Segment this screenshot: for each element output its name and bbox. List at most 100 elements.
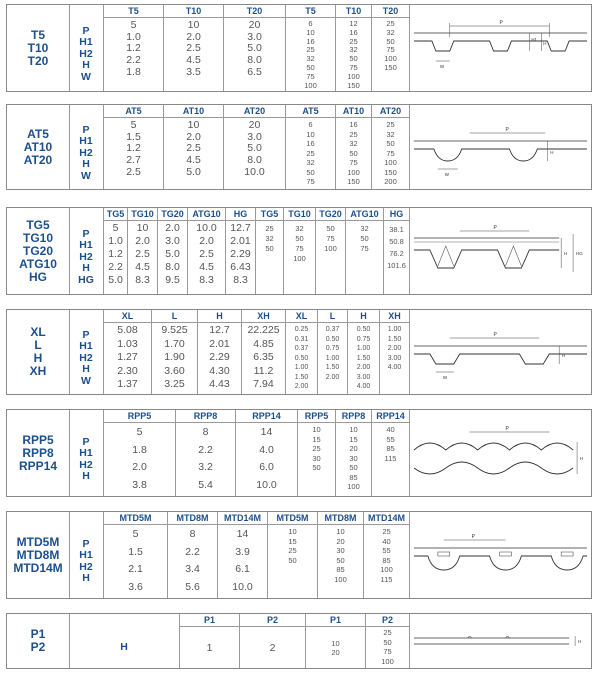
cell-value: 5 xyxy=(130,19,137,31)
cell-value: 5.0 xyxy=(108,274,123,286)
dim-label: H2 xyxy=(79,351,93,364)
dim-label: P xyxy=(82,227,90,240)
column-header: XH xyxy=(379,310,409,323)
value-column: 5 1.0 1.2 2.2 5.0 xyxy=(103,221,127,294)
column-header: XL xyxy=(285,310,317,323)
cell-value: 5.0 xyxy=(165,248,180,260)
cell-value: 20 xyxy=(248,19,261,31)
value-column: 12.7 2.01 2.29 4.30 4.43 xyxy=(197,323,241,394)
svg-text:H: H xyxy=(578,639,581,644)
svg-text:P: P xyxy=(505,426,509,432)
profile-name: RPP8 xyxy=(22,445,54,460)
cell-value: 32 xyxy=(349,45,358,55)
belt-panel-t: T5 T10 T20 P H1 H2 H W T5 T10 T20 T5 T10… xyxy=(6,4,592,92)
dim-label: H1 xyxy=(79,135,93,148)
belt-profile-diagram: P H xyxy=(409,410,591,496)
cell-value: 8 xyxy=(189,528,196,540)
cell-value: 2.5 xyxy=(199,248,214,260)
column-header: AT5 xyxy=(103,105,163,118)
belt-panel-rpp: RPP5 RPP8 RPP14 P H1 H2 H RPP5 RPP8 RPP1… xyxy=(6,409,592,497)
svg-text:P: P xyxy=(500,20,504,26)
dim-label: H xyxy=(82,59,90,72)
cell-value: 0.75 xyxy=(325,345,340,352)
cell-value: 5.6 xyxy=(185,580,200,593)
value-column: 8 2.2 3.2 5.4 xyxy=(175,423,235,496)
svg-text:P: P xyxy=(472,534,476,540)
cell-value: 1.5 xyxy=(128,545,143,558)
value-column: 2 xyxy=(239,627,305,668)
value-column: 10 15 25 30 50 xyxy=(297,423,335,496)
cell-value: 30 xyxy=(349,453,358,463)
cell-value: 4.30 xyxy=(209,364,230,377)
profile-name: RPP14 xyxy=(18,458,58,473)
value-column: 5.08 1.03 1.27 2.30 1.37 xyxy=(103,323,151,394)
cell-value: 12 xyxy=(349,19,358,28)
cell-value: 2.1 xyxy=(128,563,143,575)
profile-name: XL xyxy=(30,325,46,339)
belt-panel-xl: XL L H XH P H1 H2 H W XL L H XH XL L H X… xyxy=(6,309,592,395)
cell-value: 30 xyxy=(336,546,345,555)
svg-text:W: W xyxy=(445,172,450,177)
column-header: RPP14 xyxy=(235,410,297,423)
cell-value: 6 xyxy=(308,19,313,28)
cell-value: 0.37 xyxy=(294,345,309,352)
cell-value: 6.43 xyxy=(230,261,251,273)
cell-value: 10.0 xyxy=(256,478,277,491)
cell-value: 2.00 xyxy=(325,373,340,381)
cell-value: 10 xyxy=(288,527,297,536)
cell-value: 16 xyxy=(349,120,358,129)
cell-value: 32 xyxy=(306,158,315,167)
cell-value: 7.94 xyxy=(253,378,274,390)
cell-value: 4.85 xyxy=(253,337,274,350)
column-header: RPP8 xyxy=(175,410,235,423)
cell-value: 115 xyxy=(384,453,397,463)
column-header: P1 xyxy=(305,614,365,627)
dimension-labels: P H1 H2 H W xyxy=(69,118,103,189)
value-column: 1.00 1.50 2.00 3.00 4.00 xyxy=(379,323,409,394)
cell-value: 85 xyxy=(382,555,391,565)
value-column: 32 50 75 xyxy=(345,221,383,294)
belt-profile-diagram: P H HG xyxy=(409,208,591,294)
cell-value: 75 xyxy=(383,647,392,656)
cell-value: 2.01 xyxy=(230,235,251,247)
cell-value: 85 xyxy=(386,444,395,453)
cell-value: 1.00 xyxy=(387,326,402,333)
value-column: 5 1.5 1.2 2.7 2.5 xyxy=(103,118,163,189)
cell-value: 0.25 xyxy=(294,326,309,333)
svg-text:H: H xyxy=(543,41,546,46)
cell-value: 8 xyxy=(202,426,209,438)
cell-value: 2 xyxy=(269,642,276,654)
profile-name: TG10 xyxy=(22,230,53,245)
profile-name: RPP5 xyxy=(22,432,54,447)
cell-value: 25 xyxy=(349,36,358,46)
cell-value: 9.5 xyxy=(165,274,180,286)
dim-label: H2 xyxy=(79,458,93,471)
dimension-labels: P H1 H2 H xyxy=(69,525,103,598)
value-column: 10 15 25 50 xyxy=(267,525,317,598)
cell-value: 2.7 xyxy=(126,154,141,167)
cell-value: 1.03 xyxy=(117,337,138,350)
cell-value: 2.0 xyxy=(135,235,150,247)
column-header: H xyxy=(347,310,379,323)
cell-value: 2.0 xyxy=(132,461,147,473)
cell-value: 1.5 xyxy=(126,130,141,143)
dim-label: H1 xyxy=(79,549,93,561)
cell-value: 1 xyxy=(206,642,213,654)
column-header: P2 xyxy=(365,614,409,627)
cell-value: 50 xyxy=(336,555,345,565)
cell-value: 50 xyxy=(326,224,335,233)
value-column: 16 25 32 50 75 100 150 xyxy=(335,118,371,189)
cell-value: 10 xyxy=(306,129,315,139)
column-header: AT10 xyxy=(163,105,223,118)
value-column: 5 1.8 2.0 3.8 xyxy=(103,423,175,496)
column-header: RPP5 xyxy=(103,410,175,423)
dim-label: HG xyxy=(78,273,94,286)
cell-value: 5.0 xyxy=(247,42,262,55)
cell-value: 20 xyxy=(349,444,358,453)
belt-profile-diagram: P xyxy=(409,512,591,598)
belt-profile-diagram: P H W xyxy=(409,105,591,189)
cell-value: 3.9 xyxy=(235,545,250,558)
dim-label: H1 xyxy=(79,340,93,353)
cell-value: 2.5 xyxy=(135,248,150,260)
cell-value: 32 xyxy=(306,54,315,64)
